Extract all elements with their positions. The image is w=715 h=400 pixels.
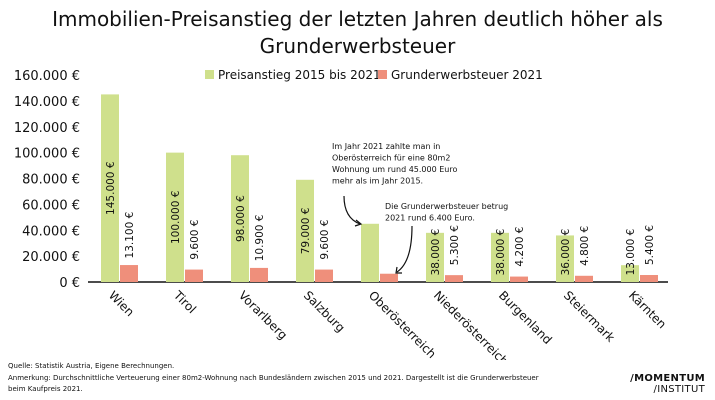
bar-preisanstieg xyxy=(491,232,509,282)
bar-preisanstieg xyxy=(296,179,314,282)
y-tick-label: 20.000 € xyxy=(22,250,80,265)
y-tick-label: 120.000 € xyxy=(14,121,80,136)
bar-grunderwerbsteuer xyxy=(120,265,138,282)
source-note: Quelle: Statistik Austria, Eigene Berech… xyxy=(8,362,175,370)
bar-preisanstieg xyxy=(426,232,444,282)
bar-preisanstieg xyxy=(556,235,574,282)
bar-grunderwerbsteuer xyxy=(185,269,203,282)
x-tick-label: Tirol xyxy=(170,288,199,317)
logo-line2: /INSTITUT xyxy=(653,384,705,395)
annotation-text: Oberösterreich für eine 80m2 xyxy=(332,154,450,163)
y-tick-label: 40.000 € xyxy=(22,224,80,239)
x-tick-label: Oberösterreich xyxy=(366,288,439,360)
data-label: 38.000 € xyxy=(430,229,442,276)
bar-grunderwerbsteuer xyxy=(380,273,398,282)
bar-grunderwerbsteuer xyxy=(315,269,333,282)
legend-label: Grunderwerbsteuer 2021 xyxy=(391,68,543,82)
bar-preisanstieg xyxy=(361,223,379,282)
data-label: 36.000 € xyxy=(560,229,572,276)
annotation-text: 2021 rund 6.400 Euro. xyxy=(385,214,475,223)
y-tick-label: 60.000 € xyxy=(22,198,80,213)
bar-grunderwerbsteuer xyxy=(640,275,658,282)
y-tick-label: 160.000 € xyxy=(14,69,80,84)
data-label: 9.600 € xyxy=(319,220,331,260)
data-label: 145.000 € xyxy=(105,161,117,214)
legend-swatch xyxy=(378,70,387,79)
momentum-institut-logo: /MOMENTUM /INSTITUT xyxy=(630,373,705,395)
annotation-note: Anmerkung: Durchschnittliche Verteuerung… xyxy=(8,374,539,382)
x-tick-label: Salzburg xyxy=(301,288,348,335)
data-label: 4.800 € xyxy=(579,226,591,266)
data-label: 4.200 € xyxy=(514,227,526,267)
annotation-text: Die Grunderwerbsteuer betrug xyxy=(385,202,508,211)
chart-title: Immobilien-Preisanstieg der letzten Jahr… xyxy=(52,7,663,58)
data-label: 13.100 € xyxy=(124,212,136,259)
bar-grunderwerbsteuer xyxy=(250,267,268,282)
data-label: 100.000 € xyxy=(170,191,182,244)
logo-line1: /MOMENTUM xyxy=(630,373,705,384)
bar-grunderwerbsteuer xyxy=(510,276,528,282)
data-label: 13.000 € xyxy=(625,229,637,276)
legend-swatch xyxy=(205,70,214,79)
x-tick-label: Vorarlberg xyxy=(236,288,290,342)
data-label: 5.300 € xyxy=(449,225,461,265)
data-label: 10.900 € xyxy=(254,215,266,262)
bar-preisanstieg xyxy=(621,265,639,282)
data-label: 9.600 € xyxy=(189,220,201,260)
annotation-text: Wohnung um rund 45.000 Euro xyxy=(332,165,457,174)
data-label: 38.000 € xyxy=(495,229,507,276)
data-label: 98.000 € xyxy=(235,195,247,242)
arrow-head xyxy=(395,266,402,274)
y-tick-label: 100.000 € xyxy=(14,147,80,162)
bar-preisanstieg xyxy=(231,155,249,282)
bar-preisanstieg xyxy=(166,152,184,282)
y-tick-label: 140.000 € xyxy=(14,95,80,110)
annotation-text: mehr als im Jahr 2015. xyxy=(332,177,423,186)
annotation-text: Im Jahr 2021 zahlte man in xyxy=(332,142,440,151)
bar-grunderwerbsteuer xyxy=(575,275,593,282)
data-label: 5.400 € xyxy=(644,225,656,265)
bar-grunderwerbsteuer xyxy=(445,275,463,282)
x-tick-label: Steiermark xyxy=(561,288,618,345)
x-tick-label: Kärnten xyxy=(626,288,669,331)
data-label: 79.000 € xyxy=(300,208,312,255)
x-tick-label: Burgenland xyxy=(496,288,555,347)
annotation-arrow xyxy=(396,225,413,273)
annotation-note-cont: beim Kaufpreis 2021. xyxy=(8,385,83,393)
y-tick-label: 0 € xyxy=(59,276,80,291)
arrow-head xyxy=(354,219,363,227)
bar-preisanstieg xyxy=(101,94,119,282)
annotation-arrow xyxy=(343,195,361,225)
y-tick-label: 80.000 € xyxy=(22,173,80,188)
legend-label: Preisanstieg 2015 bis 2021 xyxy=(218,68,381,82)
x-tick-label: Wien xyxy=(106,288,137,319)
bar-chart: 0 € 20.000 € 40.000 € 60.000 € 80.000 € 100.0… xyxy=(14,68,669,360)
